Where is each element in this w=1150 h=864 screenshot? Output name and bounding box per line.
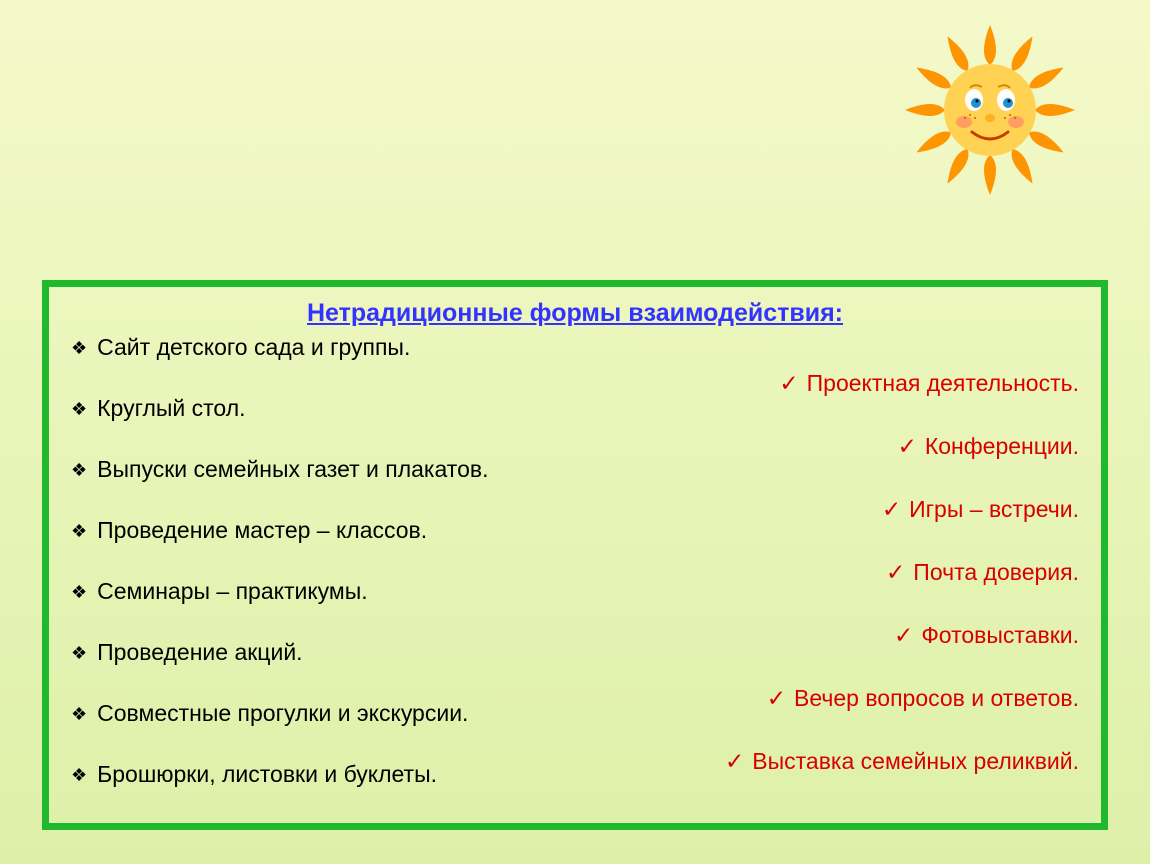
list-item: ❖ Проведение акций. bbox=[71, 639, 591, 667]
list-item: ❖ Совместные прогулки и экскурсии. bbox=[71, 700, 591, 728]
check-bullet-icon: ✓ bbox=[894, 622, 913, 648]
list-item: ✓ Игры – встречи. bbox=[579, 496, 1079, 523]
list-item: ❖ Выпуски семейных газет и плакатов. bbox=[71, 456, 591, 484]
item-text: Проектная деятельность. bbox=[807, 370, 1079, 396]
lists-container: ❖ Сайт детского сада и группы. ❖ Круглый с… bbox=[71, 334, 1079, 814]
check-bullet-icon: ✓ bbox=[779, 370, 798, 396]
check-bullet-icon: ✓ bbox=[725, 748, 744, 774]
item-text: Проведение мастер – классов. bbox=[97, 517, 427, 544]
list-item: ✓ Проектная деятельность. bbox=[579, 370, 1079, 397]
list-item: ✓ Почта доверия. bbox=[579, 559, 1079, 586]
item-text: Круглый стол. bbox=[97, 395, 245, 422]
check-bullet-icon: ✓ bbox=[898, 433, 917, 459]
list-item: ❖ Семинары – практикумы. bbox=[71, 578, 591, 606]
list-item: ✓ Выставка семейных реликвий. bbox=[579, 748, 1079, 775]
list-item: ✓ Конференции. bbox=[579, 433, 1079, 460]
diamond-bullet-icon: ❖ bbox=[71, 517, 87, 545]
list-item: ❖ Брошюрки, листовки и буклеты. bbox=[71, 761, 591, 789]
diamond-bullet-icon: ❖ bbox=[71, 700, 87, 728]
item-text: Конференции. bbox=[925, 433, 1079, 459]
content-box: Нетрадиционные формы взаимодействия: ❖ Са… bbox=[42, 280, 1108, 830]
check-bullet-icon: ✓ bbox=[767, 685, 786, 711]
check-bullet-icon: ✓ bbox=[886, 559, 905, 585]
left-list: ❖ Сайт детского сада и группы. ❖ Круглый с… bbox=[71, 334, 591, 789]
item-text: Проведение акций. bbox=[97, 639, 302, 666]
item-text: Вечер вопросов и ответов. bbox=[794, 685, 1079, 711]
item-text: Фотовыставки. bbox=[921, 622, 1079, 648]
item-text: Брошюрки, листовки и буклеты. bbox=[97, 761, 437, 788]
right-list: ✓ Проектная деятельность. ✓ Конференции. ✓… bbox=[579, 370, 1079, 775]
list-item: ❖ Проведение мастер – классов. bbox=[71, 517, 591, 545]
item-text: Выставка семейных реликвий. bbox=[752, 748, 1079, 774]
diamond-bullet-icon: ❖ bbox=[71, 334, 87, 362]
item-text: Совместные прогулки и экскурсии. bbox=[97, 700, 468, 727]
item-text: Сайт детского сада и группы. bbox=[97, 334, 410, 361]
diamond-bullet-icon: ❖ bbox=[71, 395, 87, 423]
diamond-bullet-icon: ❖ bbox=[71, 639, 87, 667]
list-item: ❖ Круглый стол. bbox=[71, 395, 591, 423]
item-text: Игры – встречи. bbox=[909, 496, 1079, 522]
item-text: Почта доверия. bbox=[913, 559, 1079, 585]
diamond-bullet-icon: ❖ bbox=[71, 456, 87, 484]
sun-decoration bbox=[890, 10, 1090, 210]
list-item: ❖ Сайт детского сада и группы. bbox=[71, 334, 591, 362]
list-item: ✓ Вечер вопросов и ответов. bbox=[579, 685, 1079, 712]
diamond-bullet-icon: ❖ bbox=[71, 578, 87, 606]
item-text: Семинары – практикумы. bbox=[97, 578, 368, 605]
slide-title: Нетрадиционные формы взаимодействия: bbox=[71, 299, 1079, 328]
list-item: ✓ Фотовыставки. bbox=[579, 622, 1079, 649]
diamond-bullet-icon: ❖ bbox=[71, 761, 87, 789]
check-bullet-icon: ✓ bbox=[882, 496, 901, 522]
item-text: Выпуски семейных газет и плакатов. bbox=[97, 456, 488, 483]
